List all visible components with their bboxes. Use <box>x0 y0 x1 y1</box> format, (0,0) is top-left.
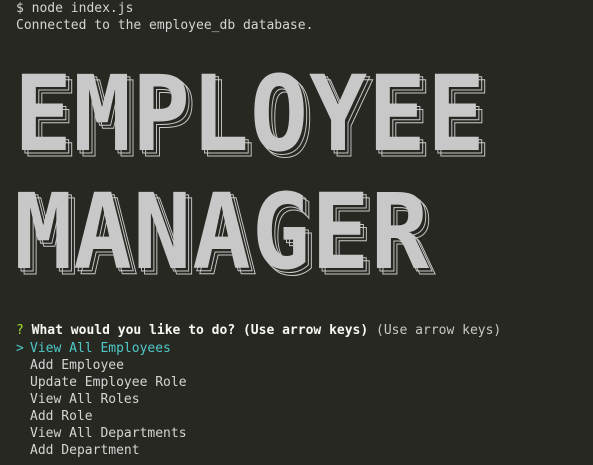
banner-line-1: EMPLOYEE EMPLOYEE EMPLOYEE <box>14 60 492 182</box>
selection-pointer: > <box>16 341 24 356</box>
prompt-line: ? What would you like to do? (Use arrow … <box>16 322 501 339</box>
choice-add-role[interactable]: Add Role <box>16 408 187 425</box>
choice-add-employee[interactable]: Add Employee <box>16 357 187 374</box>
choice-label: Add Role <box>30 409 93 424</box>
banner-text-employee: EMPLOYEE <box>14 60 486 175</box>
connected-message: Connected to the employee_db database. <box>16 18 314 33</box>
banner-line-2: MANAGER MANAGER MANAGER <box>14 171 436 282</box>
svg-text:MANAGER: MANAGER <box>17 174 433 282</box>
choice-label: View All Roles <box>30 392 140 407</box>
svg-text:MANAGER: MANAGER <box>20 177 436 282</box>
choice-label: Add Employee <box>30 358 124 373</box>
prompt-marker: ? <box>16 323 24 338</box>
choice-label: View All Departments <box>30 426 187 441</box>
choice-label: Add Department <box>30 443 140 458</box>
choice-view-all-roles[interactable]: View All Roles <box>16 391 187 408</box>
choice-view-all-departments[interactable]: View All Departments <box>16 425 187 442</box>
choice-add-department[interactable]: Add Department <box>16 442 187 459</box>
choice-list[interactable]: > View All Employees Add Employee Update … <box>16 340 187 459</box>
choice-label: View All Employees <box>30 341 171 356</box>
prompt-question: What would you like to do? (Use arrow ke… <box>31 323 369 338</box>
banner-text-manager: MANAGER <box>14 171 430 282</box>
command-line: $ node index.js <box>16 1 134 16</box>
choice-view-all-employees[interactable]: > View All Employees <box>16 340 187 357</box>
prompt-hint: (Use arrow keys) <box>376 323 502 338</box>
ascii-banner: EMPLOYEE EMPLOYEE EMPLOYEE MANAGER MANAG… <box>14 60 504 282</box>
choice-label: Update Employee Role <box>30 375 187 390</box>
svg-text:EMPLOYEE: EMPLOYEE <box>17 60 489 178</box>
svg-text:EMPLOYEE: EMPLOYEE <box>20 60 492 181</box>
choice-update-employee-role[interactable]: Update Employee Role <box>16 374 187 391</box>
